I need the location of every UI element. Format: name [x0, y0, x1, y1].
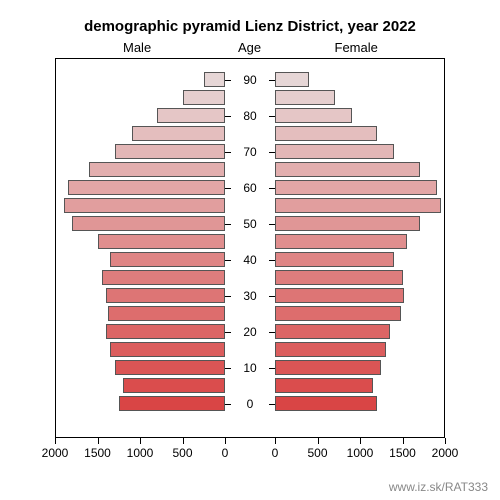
y-tick [269, 260, 275, 261]
x-tick [183, 438, 184, 444]
female-bar [275, 90, 335, 105]
age-tick-label: 90 [225, 73, 275, 87]
male-bar [119, 396, 225, 411]
x-tick-label: 1500 [78, 446, 118, 460]
age-tick-label: 70 [225, 145, 275, 159]
y-tick [225, 296, 231, 297]
x-tick [98, 438, 99, 444]
pyramid-chart: demographic pyramid Lienz District, year… [0, 0, 500, 500]
female-bar [275, 396, 377, 411]
male-bar [115, 144, 226, 159]
female-bar [275, 324, 390, 339]
male-bar [106, 288, 225, 303]
y-tick [269, 368, 275, 369]
y-tick [269, 332, 275, 333]
x-tick-label: 1000 [120, 446, 160, 460]
male-bar [115, 360, 226, 375]
male-bar [183, 90, 226, 105]
male-bar [157, 108, 225, 123]
female-bar [275, 378, 373, 393]
age-tick-label: 60 [225, 181, 275, 195]
female-bar [275, 198, 441, 213]
y-tick [269, 80, 275, 81]
female-bar [275, 252, 394, 267]
male-column-label: Male [123, 40, 151, 55]
x-tick [403, 438, 404, 444]
male-bar [98, 234, 226, 249]
y-tick [225, 332, 231, 333]
age-tick-label: 30 [225, 289, 275, 303]
y-tick [225, 368, 231, 369]
y-tick [269, 116, 275, 117]
female-bar [275, 288, 404, 303]
y-tick [269, 224, 275, 225]
female-bar [275, 306, 401, 321]
male-bar [110, 342, 225, 357]
x-tick-label: 1500 [383, 446, 423, 460]
age-tick-label: 10 [225, 361, 275, 375]
male-bar [108, 306, 225, 321]
female-bar [275, 342, 386, 357]
y-tick [225, 152, 231, 153]
female-bar [275, 162, 420, 177]
age-tick-label: 80 [225, 109, 275, 123]
female-bar [275, 144, 394, 159]
female-bar [275, 126, 377, 141]
y-tick [225, 260, 231, 261]
x-tick [55, 438, 56, 444]
x-tick [275, 438, 276, 444]
y-tick [225, 224, 231, 225]
female-column-label: Female [335, 40, 378, 55]
y-tick [225, 116, 231, 117]
male-bar [89, 162, 225, 177]
male-bar [204, 72, 225, 87]
y-tick [269, 296, 275, 297]
y-tick [225, 80, 231, 81]
age-tick-label: 50 [225, 217, 275, 231]
male-bar [72, 216, 225, 231]
y-tick [269, 188, 275, 189]
y-tick [269, 404, 275, 405]
x-tick [318, 438, 319, 444]
x-tick [445, 438, 446, 444]
male-bar [64, 198, 226, 213]
x-tick-label: 2000 [35, 446, 75, 460]
x-tick [360, 438, 361, 444]
x-tick-label: 0 [205, 446, 245, 460]
female-bar [275, 108, 352, 123]
watermark-text: www.iz.sk/RAT333 [389, 480, 488, 494]
x-tick [140, 438, 141, 444]
female-bar [275, 270, 403, 285]
y-tick [225, 404, 231, 405]
x-tick-label: 2000 [425, 446, 465, 460]
age-tick-label: 0 [225, 397, 275, 411]
female-bar [275, 360, 381, 375]
age-tick-label: 40 [225, 253, 275, 267]
male-bar [102, 270, 225, 285]
male-bar [132, 126, 226, 141]
male-bar [106, 324, 225, 339]
y-tick [225, 188, 231, 189]
x-tick [225, 438, 226, 444]
x-tick-label: 500 [163, 446, 203, 460]
y-tick [269, 152, 275, 153]
male-bar [110, 252, 225, 267]
female-bar [275, 180, 437, 195]
x-tick-label: 0 [255, 446, 295, 460]
x-tick-label: 1000 [340, 446, 380, 460]
female-bar [275, 216, 420, 231]
x-tick-label: 500 [298, 446, 338, 460]
male-bar [123, 378, 225, 393]
female-bar [275, 234, 407, 249]
age-column-label: Age [238, 40, 261, 55]
age-tick-label: 20 [225, 325, 275, 339]
male-bar [68, 180, 225, 195]
female-bar [275, 72, 309, 87]
chart-title: demographic pyramid Lienz District, year… [0, 18, 500, 35]
